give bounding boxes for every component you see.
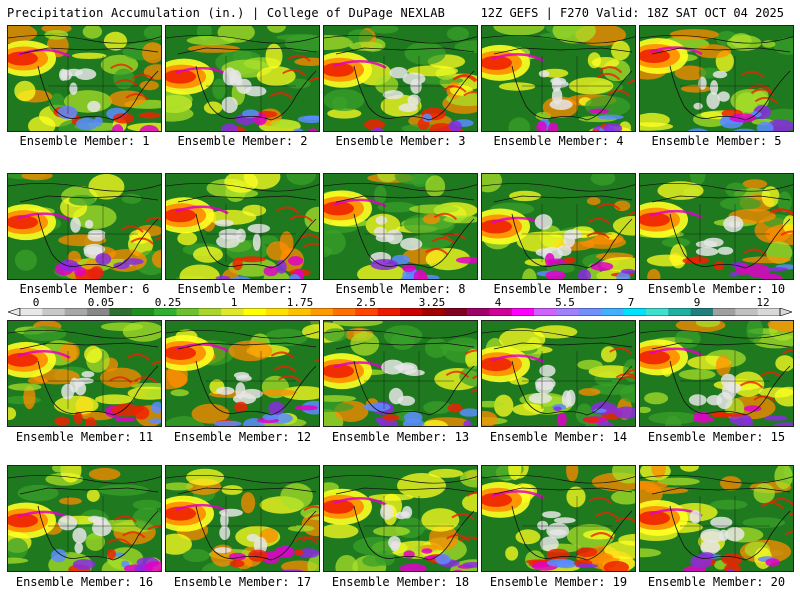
ensemble-member-map bbox=[481, 320, 636, 427]
colorbar-tick-label: 3.25 bbox=[418, 296, 446, 309]
ensemble-member-map bbox=[481, 173, 636, 280]
colorbar-tick-label: 12 bbox=[756, 296, 770, 309]
ensemble-member-map bbox=[639, 320, 794, 427]
valid-time: 12Z GEFS | F270 Valid: 18Z SAT OCT 04 20… bbox=[480, 6, 784, 20]
colorbar: 0 0.05 0.25 1 1.75 2.5 3.25 4 5.5 7 9 12 bbox=[0, 296, 800, 320]
colorbar-tick-label: 7 bbox=[627, 296, 635, 309]
ensemble-member-map bbox=[7, 320, 162, 427]
colorbar-tick-label: 0 bbox=[32, 296, 40, 309]
colorbar-tick-label: 9 bbox=[693, 296, 701, 309]
ensemble-member-caption: Ensemble Member: 19 bbox=[489, 575, 628, 589]
colorbar-tick-label: 4 bbox=[494, 296, 502, 309]
ensemble-member-caption: Ensemble Member: 13 bbox=[331, 430, 470, 444]
colorbar-tick-label: 1 bbox=[230, 296, 238, 309]
ensemble-member-map bbox=[639, 173, 794, 280]
ensemble-member-map bbox=[323, 173, 478, 280]
ensemble-member-caption: Ensemble Member: 7 bbox=[177, 282, 308, 296]
ensemble-member-map bbox=[323, 465, 478, 572]
ensemble-member-caption: Ensemble Member: 11 bbox=[15, 430, 154, 444]
ensemble-member-map bbox=[323, 320, 478, 427]
ensemble-member-map bbox=[165, 465, 320, 572]
colorbar-tick-label: 2.5 bbox=[356, 296, 376, 309]
ensemble-member-caption: Ensemble Member: 4 bbox=[493, 134, 624, 148]
colorbar-tick-label: 0.05 bbox=[87, 296, 115, 309]
ensemble-member-map bbox=[323, 25, 478, 132]
ensemble-member-map bbox=[165, 173, 320, 280]
colorbar-tick-label: 0.25 bbox=[154, 296, 182, 309]
ensemble-member-caption: Ensemble Member: 15 bbox=[647, 430, 786, 444]
ensemble-member-caption: Ensemble Member: 3 bbox=[335, 134, 466, 148]
ensemble-member-caption: Ensemble Member: 14 bbox=[489, 430, 628, 444]
ensemble-member-map bbox=[165, 320, 320, 427]
ensemble-member-caption: Ensemble Member: 18 bbox=[331, 575, 470, 589]
ensemble-member-caption: Ensemble Member: 1 bbox=[19, 134, 150, 148]
ensemble-member-caption: Ensemble Member: 2 bbox=[177, 134, 308, 148]
colorbar-tick-label: 1.75 bbox=[286, 296, 314, 309]
ensemble-member-caption: Ensemble Member: 20 bbox=[647, 575, 786, 589]
ensemble-member-caption: Ensemble Member: 6 bbox=[19, 282, 150, 296]
colorbar-tick-label: 5.5 bbox=[555, 296, 575, 309]
ensemble-member-map bbox=[639, 465, 794, 572]
ensemble-member-caption: Ensemble Member: 8 bbox=[335, 282, 466, 296]
ensemble-member-caption: Ensemble Member: 10 bbox=[647, 282, 786, 296]
ensemble-member-caption: Ensemble Member: 17 bbox=[173, 575, 312, 589]
ensemble-member-map bbox=[481, 25, 636, 132]
ensemble-member-map bbox=[165, 25, 320, 132]
ensemble-member-map bbox=[639, 25, 794, 132]
ensemble-member-map bbox=[7, 25, 162, 132]
ensemble-member-map bbox=[7, 465, 162, 572]
colorbar-strip bbox=[8, 308, 792, 316]
ensemble-member-caption: Ensemble Member: 5 bbox=[651, 134, 782, 148]
ensemble-member-caption: Ensemble Member: 16 bbox=[15, 575, 154, 589]
ensemble-member-caption: Ensemble Member: 12 bbox=[173, 430, 312, 444]
ensemble-member-map bbox=[481, 465, 636, 572]
map-title: Precipitation Accumulation (in.) | Colle… bbox=[7, 6, 446, 20]
ensemble-member-map bbox=[7, 173, 162, 280]
ensemble-member-caption: Ensemble Member: 9 bbox=[493, 282, 624, 296]
